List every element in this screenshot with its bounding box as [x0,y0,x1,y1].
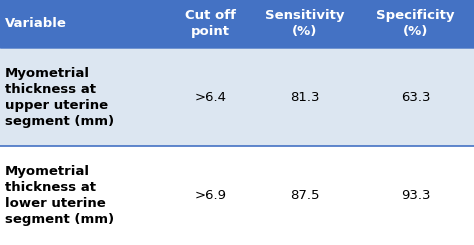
Bar [253,48,357,147]
Text: Myometrial
thickness at
upper uterine
segment (mm): Myometrial thickness at upper uterine se… [5,67,114,128]
Bar [357,147,474,245]
Text: 63.3: 63.3 [401,91,430,104]
Bar [357,0,474,48]
Bar [0,147,168,245]
Bar [253,0,357,48]
Text: >6.9: >6.9 [194,189,227,202]
Bar [0,48,168,147]
Text: Cut off
point: Cut off point [185,9,236,38]
Bar [168,147,253,245]
Bar [357,48,474,147]
Text: Specificity
(%): Specificity (%) [376,9,455,38]
Text: >6.4: >6.4 [194,91,227,104]
Text: Variable: Variable [5,17,67,30]
Bar [0,0,168,48]
Text: 87.5: 87.5 [290,189,319,202]
Text: Myometrial
thickness at
lower uterine
segment (mm): Myometrial thickness at lower uterine se… [5,165,114,226]
Bar [168,0,253,48]
Bar [168,48,253,147]
Bar [253,147,357,245]
Text: 81.3: 81.3 [290,91,319,104]
Text: 93.3: 93.3 [401,189,430,202]
Text: Sensitivity
(%): Sensitivity (%) [265,9,345,38]
